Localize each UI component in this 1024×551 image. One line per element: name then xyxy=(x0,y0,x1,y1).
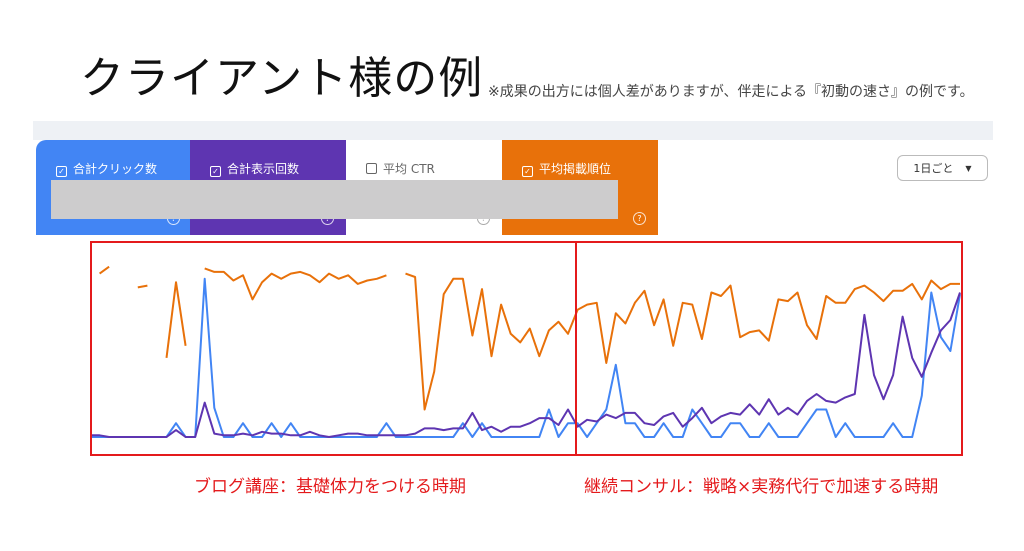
phase1-caption: ブログ講座：基礎体力をつける時期 xyxy=(194,477,466,497)
granularity-dropdown[interactable]: 1日ごと ▼ xyxy=(897,155,988,181)
metric-label: 合計表示回数 xyxy=(227,162,300,176)
dropdown-value: 1日ごと xyxy=(913,162,954,175)
checkbox-checked-icon[interactable]: ✓ xyxy=(522,166,533,177)
metric-label: 平均 CTR xyxy=(383,162,435,176)
page-title: クライアント様の例 xyxy=(80,53,484,104)
checkbox-unchecked-icon[interactable] xyxy=(366,163,377,174)
help-icon[interactable]: ? xyxy=(633,212,646,225)
redacted-values-bar xyxy=(51,180,618,219)
metric-label: 平均掲載順位 xyxy=(539,162,612,176)
disclaimer-note: ※成果の出方には個人差がありますが、伴走による『初動の速さ』の例です。 xyxy=(488,84,974,100)
metric-label: 合計クリック数 xyxy=(73,162,158,176)
phase2-highlight-box xyxy=(575,241,963,456)
phase1-highlight-box xyxy=(90,241,577,456)
console-header-band xyxy=(33,121,993,140)
phase2-caption: 継続コンサル：戦略×実務代行で加速する時期 xyxy=(584,477,939,497)
checkbox-checked-icon[interactable]: ✓ xyxy=(210,166,221,177)
caret-down-icon: ▼ xyxy=(965,163,972,173)
checkbox-checked-icon[interactable]: ✓ xyxy=(56,166,67,177)
